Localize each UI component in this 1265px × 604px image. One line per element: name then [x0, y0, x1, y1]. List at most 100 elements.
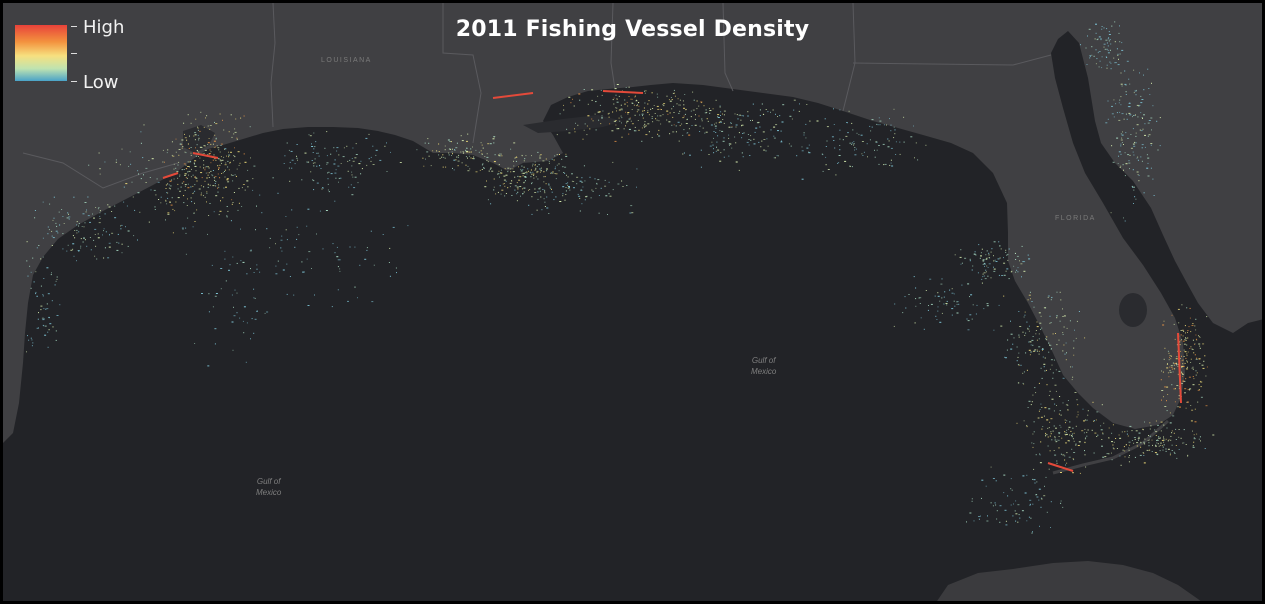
density-dot	[1059, 396, 1061, 397]
density-dot	[225, 162, 227, 164]
density-dot	[1133, 203, 1134, 204]
density-dot	[1193, 378, 1195, 380]
density-dot	[562, 195, 564, 197]
density-dot	[223, 187, 225, 189]
density-dot	[1175, 439, 1177, 440]
density-dot	[719, 130, 721, 132]
density-dot	[1140, 442, 1142, 444]
density-dot	[208, 138, 210, 139]
density-dot	[333, 147, 335, 149]
density-dot	[890, 124, 892, 126]
density-dot	[93, 217, 95, 219]
density-dot	[430, 165, 432, 167]
density-dot	[636, 168, 638, 170]
density-dot	[539, 171, 541, 173]
density-dot	[974, 251, 976, 253]
density-dot	[1085, 466, 1087, 468]
density-dot	[466, 140, 468, 142]
density-dot	[1132, 151, 1134, 153]
density-dot	[1011, 270, 1013, 272]
density-dot	[338, 259, 341, 261]
density-dot	[688, 134, 691, 136]
density-dot	[1126, 430, 1128, 432]
density-dot	[185, 152, 187, 154]
label-louisiana: LOUISIANA	[321, 57, 372, 64]
density-dot	[1033, 443, 1035, 445]
density-dot	[1119, 25, 1120, 27]
density-dot	[40, 309, 42, 311]
density-dot	[1131, 185, 1133, 187]
density-dot	[728, 126, 731, 128]
density-dot	[1095, 23, 1097, 25]
density-dot	[1170, 365, 1173, 367]
density-dot	[838, 162, 840, 164]
density-dot	[1060, 502, 1062, 504]
density-dot	[567, 182, 569, 184]
density-dot	[165, 188, 167, 189]
map-canvas[interactable]	[3, 3, 1265, 604]
density-dot	[192, 226, 194, 228]
density-dot	[889, 118, 890, 120]
density-dot	[1168, 352, 1170, 354]
density-dot	[529, 189, 531, 190]
density-dot	[212, 175, 214, 177]
density-dot	[254, 318, 257, 320]
density-dot	[1202, 367, 1205, 369]
density-dot	[993, 329, 995, 331]
density-dot	[384, 145, 386, 147]
density-dot	[176, 171, 179, 173]
density-dot	[327, 172, 329, 174]
density-dot	[729, 143, 732, 145]
density-dot	[187, 183, 189, 185]
density-dot	[545, 183, 547, 185]
density-dot	[366, 247, 368, 249]
density-dot	[472, 158, 475, 160]
density-dot	[1016, 360, 1018, 362]
density-dot	[220, 200, 221, 202]
density-dot	[1135, 142, 1137, 144]
density-dot	[1065, 434, 1067, 436]
density-dot	[210, 151, 212, 153]
density-dot	[480, 150, 482, 152]
density-dot	[517, 175, 519, 177]
density-dot	[1125, 84, 1127, 86]
density-dot	[1052, 372, 1054, 374]
density-dot	[1044, 407, 1047, 409]
density-dot	[1015, 259, 1017, 260]
density-dot	[992, 505, 994, 507]
density-dot	[48, 229, 50, 231]
density-dot	[1158, 436, 1160, 438]
density-dot	[320, 168, 322, 169]
density-dot	[917, 159, 919, 161]
density-dot	[1128, 447, 1130, 449]
density-dot	[224, 169, 226, 171]
density-dot	[576, 176, 579, 178]
density-dot	[1032, 433, 1034, 435]
density-dot	[1032, 394, 1034, 396]
density-dot	[1150, 167, 1152, 169]
density-dot	[1196, 372, 1198, 374]
density-dot	[1108, 427, 1110, 429]
density-dot	[1166, 386, 1169, 388]
density-dot	[1094, 38, 1096, 40]
density-dot	[1047, 296, 1049, 298]
density-dot	[214, 295, 217, 297]
density-dot	[565, 187, 567, 188]
density-dot	[167, 197, 169, 199]
density-dot	[230, 151, 232, 153]
density-dot	[193, 162, 195, 164]
density-dot	[1106, 42, 1108, 44]
density-dot	[969, 512, 972, 514]
density-dot	[981, 282, 983, 284]
density-dot	[1193, 437, 1195, 439]
density-dot	[1029, 291, 1031, 293]
density-dot	[1023, 420, 1025, 422]
density-dot	[1178, 398, 1180, 400]
density-dot	[891, 165, 894, 167]
density-dot	[1026, 425, 1028, 427]
density-dot	[532, 165, 533, 167]
density-dot	[1105, 56, 1107, 58]
density-dot	[1166, 367, 1169, 369]
density-dot	[137, 239, 138, 241]
density-dot	[351, 165, 353, 167]
